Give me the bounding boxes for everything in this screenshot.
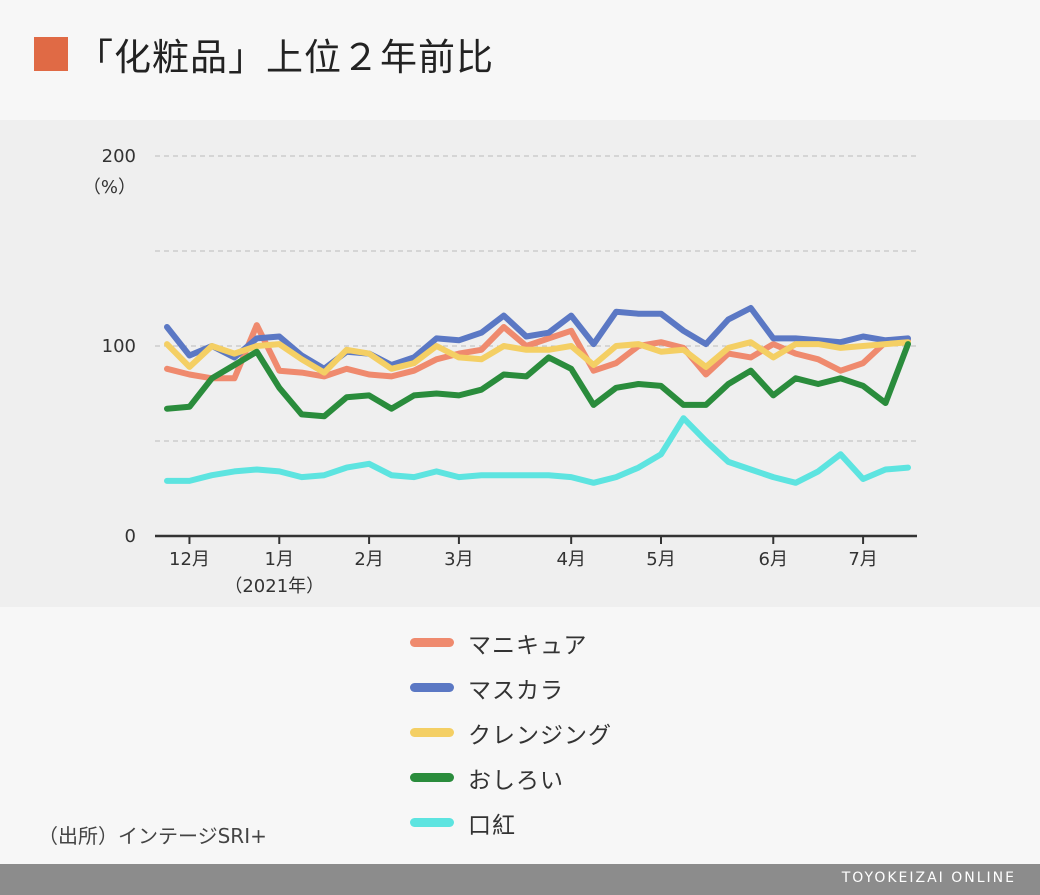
x-tick-label: 4月	[556, 549, 585, 570]
series-line-2	[164, 305, 911, 372]
legend-label: マニキュア	[468, 632, 588, 659]
legend-swatch	[410, 728, 454, 737]
legend-label: 口紅	[468, 812, 516, 839]
chart-title: 「化粧品」上位２年前比	[34, 26, 494, 82]
legend-label: クレンジング	[468, 722, 612, 749]
legend-swatch	[410, 683, 454, 692]
y-axis-unit: （%）	[83, 177, 136, 198]
legend-item: マスカラ	[410, 665, 612, 710]
x-tick-sublabel: （2021年）	[224, 576, 324, 597]
footer-brand: TOYOKEIZAI ONLINE	[841, 870, 1016, 886]
legend-label: マスカラ	[468, 677, 564, 704]
chart-panel: 0 100 200 （%） 12月 1月 （2021年） 2月 3月 4月 5月 6月 7月	[0, 120, 1040, 607]
chart-legend: マニキュアマスカラクレンジング おしろい口紅	[410, 620, 612, 845]
legend-item: おしろい	[410, 755, 612, 800]
legend-swatch	[410, 638, 454, 647]
series-line-3	[164, 339, 911, 376]
y-tick-label: 0	[125, 526, 136, 547]
source-note: （出所）インテージSRI+	[38, 824, 267, 848]
y-tick-label: 100	[102, 336, 136, 357]
x-tick-label: 12月	[169, 549, 210, 570]
y-tick-label: 200	[102, 146, 136, 167]
legend-item: クレンジング	[410, 710, 612, 755]
x-tick-label: 2月	[354, 549, 383, 570]
legend-swatch	[410, 818, 454, 827]
series-line-5	[164, 415, 911, 486]
line-chart: 0 100 200 （%） 12月 1月 （2021年） 2月 3月 4月 5月 6月 7月	[83, 146, 917, 597]
footer-bar: TOYOKEIZAI ONLINE	[0, 864, 1040, 895]
legend-item: マニキュア	[410, 620, 612, 665]
x-tick-label: 5月	[646, 549, 675, 570]
x-tick-label: 1月	[265, 549, 294, 570]
x-tick-label: 6月	[759, 549, 788, 570]
legend-item: 口紅	[410, 800, 612, 845]
title-text: 「化粧品」上位２年前比	[76, 36, 494, 79]
legend-label: おしろい	[468, 767, 564, 794]
title-marker	[34, 37, 68, 71]
x-tick-label: 3月	[444, 549, 473, 570]
legend-swatch	[410, 773, 454, 782]
series-line-4	[164, 341, 911, 420]
x-tick-label: 7月	[848, 549, 877, 570]
